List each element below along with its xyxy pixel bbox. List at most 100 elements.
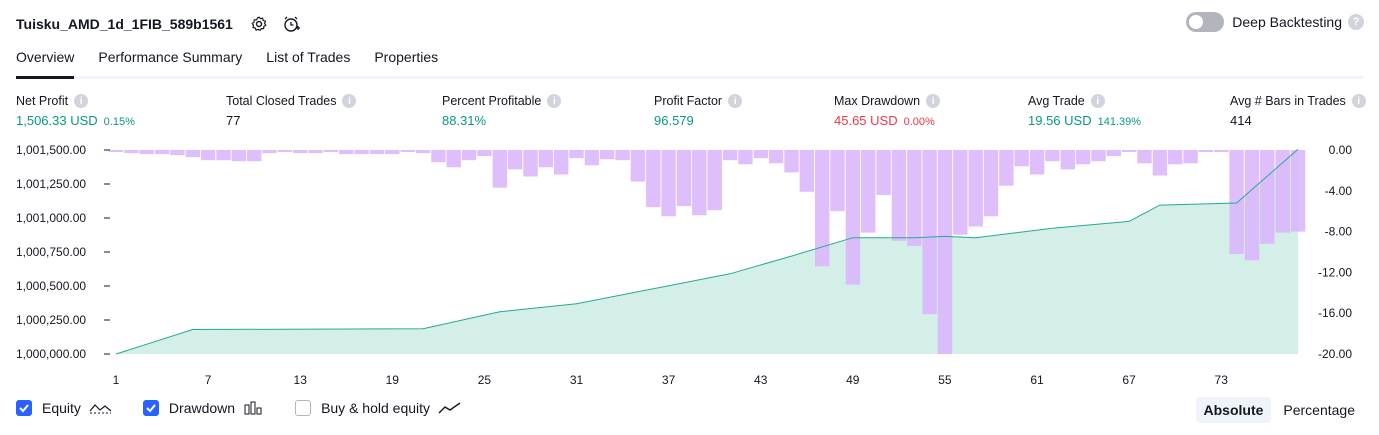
drawdown-bar — [308, 150, 323, 154]
drawdown-bar — [185, 150, 200, 158]
x-axis-tick-label: 13 — [294, 373, 308, 387]
y-axis-tick-label: 1,000,500.00 — [16, 279, 86, 293]
drawdown-bar — [1091, 150, 1106, 162]
info-icon[interactable]: i — [74, 94, 89, 108]
drawdown-bar — [646, 150, 661, 208]
y-axis-tick-label: 1,000,750.00 — [16, 245, 86, 259]
alarm-clock-plus-icon[interactable] — [281, 14, 301, 34]
stat-total-closed-trades: Total Closed Trades i 77 — [226, 94, 357, 128]
drawdown-bar — [692, 150, 707, 216]
buy-hold-checkbox[interactable] — [295, 400, 312, 416]
x-axis-tick-label: 49 — [846, 373, 860, 387]
x-axis-tick-label: 37 — [662, 373, 676, 387]
stat-percent: 0.00% — [903, 116, 935, 128]
y-axis-tick-label: 1,001,500.00 — [16, 143, 86, 157]
gear-icon[interactable] — [249, 14, 269, 34]
tab-overview[interactable]: Overview — [16, 44, 75, 79]
drawdown-bar — [1060, 150, 1075, 170]
legend-label: Buy & hold equity — [321, 400, 431, 416]
drawdown-bar — [170, 150, 185, 156]
legend-label: Equity — [42, 400, 81, 416]
drawdown-bar — [1244, 150, 1260, 261]
drawdown-bar — [983, 150, 999, 217]
legend-equity[interactable]: Equity — [16, 400, 113, 416]
drawdown-bar — [139, 150, 154, 155]
info-icon[interactable]: i — [342, 94, 357, 108]
drawdown-bar — [1183, 150, 1198, 164]
drawdown-bar — [784, 150, 799, 173]
drawdown-bar — [891, 150, 907, 241]
drawdown-bar — [953, 150, 968, 235]
stat-label: Avg Trade — [1028, 94, 1085, 108]
right-axis-tick-label: 0.00 — [1329, 143, 1353, 157]
drawdown-bar — [661, 150, 676, 217]
drawdown-bar — [154, 150, 170, 155]
drawdown-bar — [200, 150, 216, 161]
absolute-button[interactable]: Absolute — [1195, 397, 1272, 423]
drawdown-bar — [861, 150, 876, 233]
equity-line-icon — [89, 401, 113, 415]
trend-line-icon — [438, 401, 462, 415]
x-axis-tick-label: 61 — [1030, 373, 1044, 387]
stat-label: Net Profit — [16, 94, 69, 108]
equity-drawdown-chart[interactable]: 1,001,500.00 1,001,250.00 1,001,000.00 1,00… — [0, 140, 1379, 390]
info-icon[interactable]: i — [1351, 94, 1366, 108]
drawdown-bar — [369, 150, 385, 155]
drawdown-bar — [999, 150, 1014, 186]
drawdown-bar — [1214, 150, 1229, 152]
drawdown-bar — [830, 150, 845, 212]
stat-value: 19.56 USD — [1028, 113, 1092, 128]
stat-label: Avg # Bars in Trades — [1230, 94, 1346, 108]
drawdown-bar — [722, 150, 738, 161]
drawdown-bar — [676, 150, 692, 207]
info-icon[interactable]: i — [728, 94, 743, 108]
toggle-knob — [1189, 15, 1204, 29]
right-axis-tick-label: -12.00 — [1318, 265, 1352, 279]
stat-value: 45.65 USD — [834, 113, 898, 128]
drawdown-bar — [400, 150, 415, 152]
drawdown-bar — [492, 150, 507, 188]
drawdown-bar — [1106, 150, 1121, 157]
tab-performance-summary[interactable]: Performance Summary — [98, 49, 243, 65]
drawdown-bar — [1014, 150, 1029, 167]
drawdown-bar — [707, 150, 722, 211]
drawdown-bar — [1029, 150, 1045, 175]
x-axis-tick-label: 73 — [1215, 373, 1229, 387]
percentage-button[interactable]: Percentage — [1283, 402, 1355, 418]
deep-backtesting-toggle[interactable] — [1186, 12, 1225, 32]
drawdown-bar — [108, 150, 124, 152]
x-axis-tick-label: 67 — [1122, 373, 1136, 387]
stat-percent: 0.15% — [103, 116, 135, 128]
drawdown-bar — [431, 150, 446, 163]
equity-checkbox[interactable] — [16, 400, 32, 416]
drawdown-bar — [277, 150, 293, 152]
drawdown-bar — [247, 150, 262, 162]
x-axis-tick-label: 31 — [570, 373, 584, 387]
question-icon[interactable]: ? — [1348, 14, 1364, 30]
drawdown-bar — [323, 150, 339, 152]
tab-properties[interactable]: Properties — [374, 49, 439, 65]
legend-drawdown[interactable]: Drawdown — [142, 400, 265, 416]
tab-list-of-trades[interactable]: List of Trades — [266, 49, 351, 65]
strategy-title: Tuisku_AMD_1d_1FIB_589b1561 — [16, 16, 233, 32]
drawdown-bar — [753, 150, 768, 159]
drawdown-bar — [124, 150, 139, 154]
stat-value: 1,506.33 USD — [16, 113, 98, 128]
drawdown-bar — [845, 150, 861, 285]
drawdown-bar — [1198, 150, 1214, 152]
drawdown-bar — [507, 150, 523, 170]
info-icon[interactable]: i — [547, 94, 562, 108]
stat-value: 414 — [1230, 113, 1252, 128]
y-axis-tick-label: 1,000,250.00 — [16, 313, 86, 327]
drawdown-bar — [876, 150, 891, 195]
scale-toggle: Absolute Percentage — [1192, 397, 1364, 423]
drawdown-bar — [1152, 150, 1168, 176]
legend-buy-hold[interactable]: Buy & hold equity — [295, 400, 462, 416]
info-icon[interactable]: i — [926, 94, 941, 108]
info-icon[interactable]: i — [1090, 94, 1105, 108]
drawdown-bar — [477, 150, 492, 157]
y-axis-tick-label: 1,000,000.00 — [16, 347, 86, 361]
drawdown-bar — [768, 150, 784, 164]
legend-label: Drawdown — [168, 400, 236, 416]
drawdown-checkbox[interactable] — [142, 400, 159, 416]
